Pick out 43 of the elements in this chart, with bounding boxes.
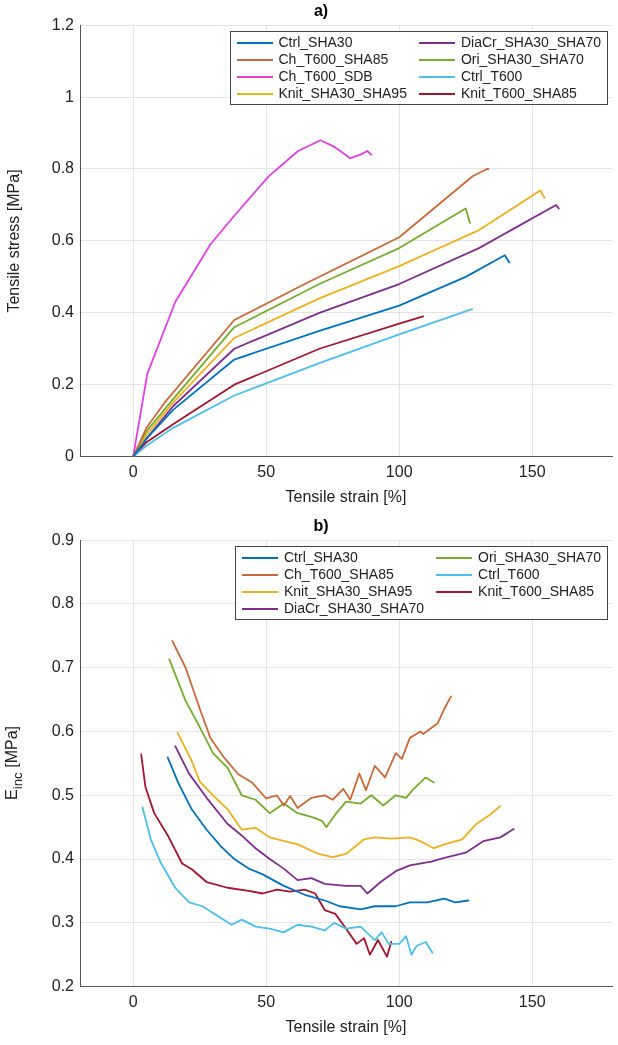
legend-label: Ch_T600_SDB [278, 68, 373, 86]
x-axis-title: Tensile strain [%] [285, 1017, 407, 1035]
x-tick-label: 150 [518, 992, 546, 1010]
x-tick-label: 50 [257, 462, 276, 480]
legend-label: Knit_T600_SHA85 [460, 85, 577, 103]
legend-label: DiaCr_SHA30_SHA70 [460, 34, 601, 52]
x-tick-label: 0 [128, 462, 138, 480]
y-tick-label: 0.8 [51, 159, 75, 177]
legend-label: Ctrl_SHA30 [283, 549, 358, 567]
legend-label: Ctrl_T600 [460, 68, 523, 86]
y-tick-label: 0.6 [51, 231, 75, 249]
y-tick-label: 1.2 [51, 15, 75, 33]
legend-label: Knit_SHA30_SHA95 [283, 583, 413, 601]
x-tick-label: 100 [385, 992, 413, 1010]
x-tick-label: 50 [257, 992, 276, 1010]
legend-label: DiaCr_SHA30_SHA70 [283, 600, 425, 618]
y-tick-label: 0.2 [51, 375, 75, 393]
legend-label: Ori_SHA30_SHA70 [460, 51, 584, 69]
x-tick-label: 0 [128, 992, 138, 1010]
legend-label: Ctrl_T600 [478, 566, 540, 584]
legend-label: Ctrl_SHA30 [278, 34, 353, 52]
y-tick-label: 0.3 [51, 913, 75, 931]
y-tick-label: 0.4 [51, 849, 75, 867]
y-tick-label: 0.7 [51, 658, 75, 676]
y-tick-label: 0.8 [51, 594, 75, 612]
legend-label: Knit_SHA30_SHA95 [278, 85, 407, 103]
x-tick-label: 100 [385, 462, 413, 480]
y-tick-label: 0.4 [51, 303, 75, 321]
y-tick-label: 1 [65, 87, 75, 105]
y-axis-title: Tensile stress [MPa] [5, 169, 23, 313]
y-tick-label: 0.5 [51, 785, 75, 803]
y-tick-label: 0.6 [51, 721, 75, 739]
y-tick-label: 0.2 [51, 977, 75, 995]
legend-label: Ori_SHA30_SHA70 [478, 549, 601, 567]
y-tick-label: 0.9 [51, 530, 75, 548]
y-tick-label: 0 [65, 447, 75, 465]
x-tick-label: 150 [518, 462, 546, 480]
chart-title: a) [313, 2, 329, 20]
x-axis-title: Tensile strain [%] [285, 487, 407, 505]
legend-label: Ch_T600_SHA85 [283, 566, 394, 584]
legend-label: Ch_T600_SHA85 [278, 51, 389, 69]
chart-title: b) [313, 517, 329, 535]
legend-label: Knit_T600_SHA85 [478, 583, 595, 601]
